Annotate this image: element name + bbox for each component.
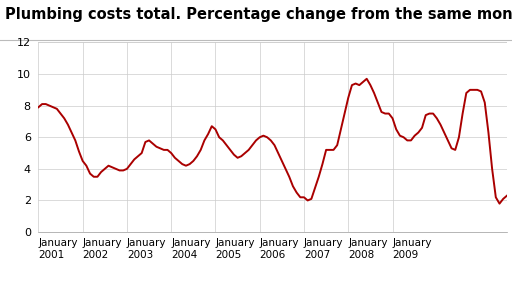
Text: Plumbing costs total. Percentage change from the same month one year before: Plumbing costs total. Percentage change … xyxy=(5,7,512,22)
